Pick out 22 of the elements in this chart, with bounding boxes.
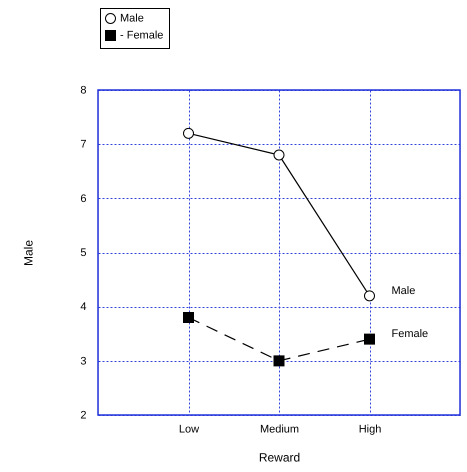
x-axis-title: Reward [258,450,300,464]
point [183,128,194,139]
y-tick-label: 3 [80,355,86,368]
point [274,355,284,366]
y-axis-title: Male [21,240,36,266]
x-tick-label: High [358,424,382,436]
point [274,150,284,160]
y-tick-label: 7 [80,138,86,151]
point [364,290,375,302]
x-tick-label: Medium [260,424,300,436]
y-tick-label: 5 [80,247,86,259]
point [364,334,375,345]
legend-label: Male [120,12,144,24]
y-tick-label: 6 [80,192,86,205]
point [183,312,194,323]
legend-label: - Female [120,30,164,42]
annotation: Male [392,284,416,297]
y-tick-label: 8 [80,84,86,96]
annotation: Female [392,328,428,340]
x-tick-label: Low [178,424,200,436]
y-tick-label: 4 [80,301,86,314]
y-tick-label: 2 [80,410,86,422]
